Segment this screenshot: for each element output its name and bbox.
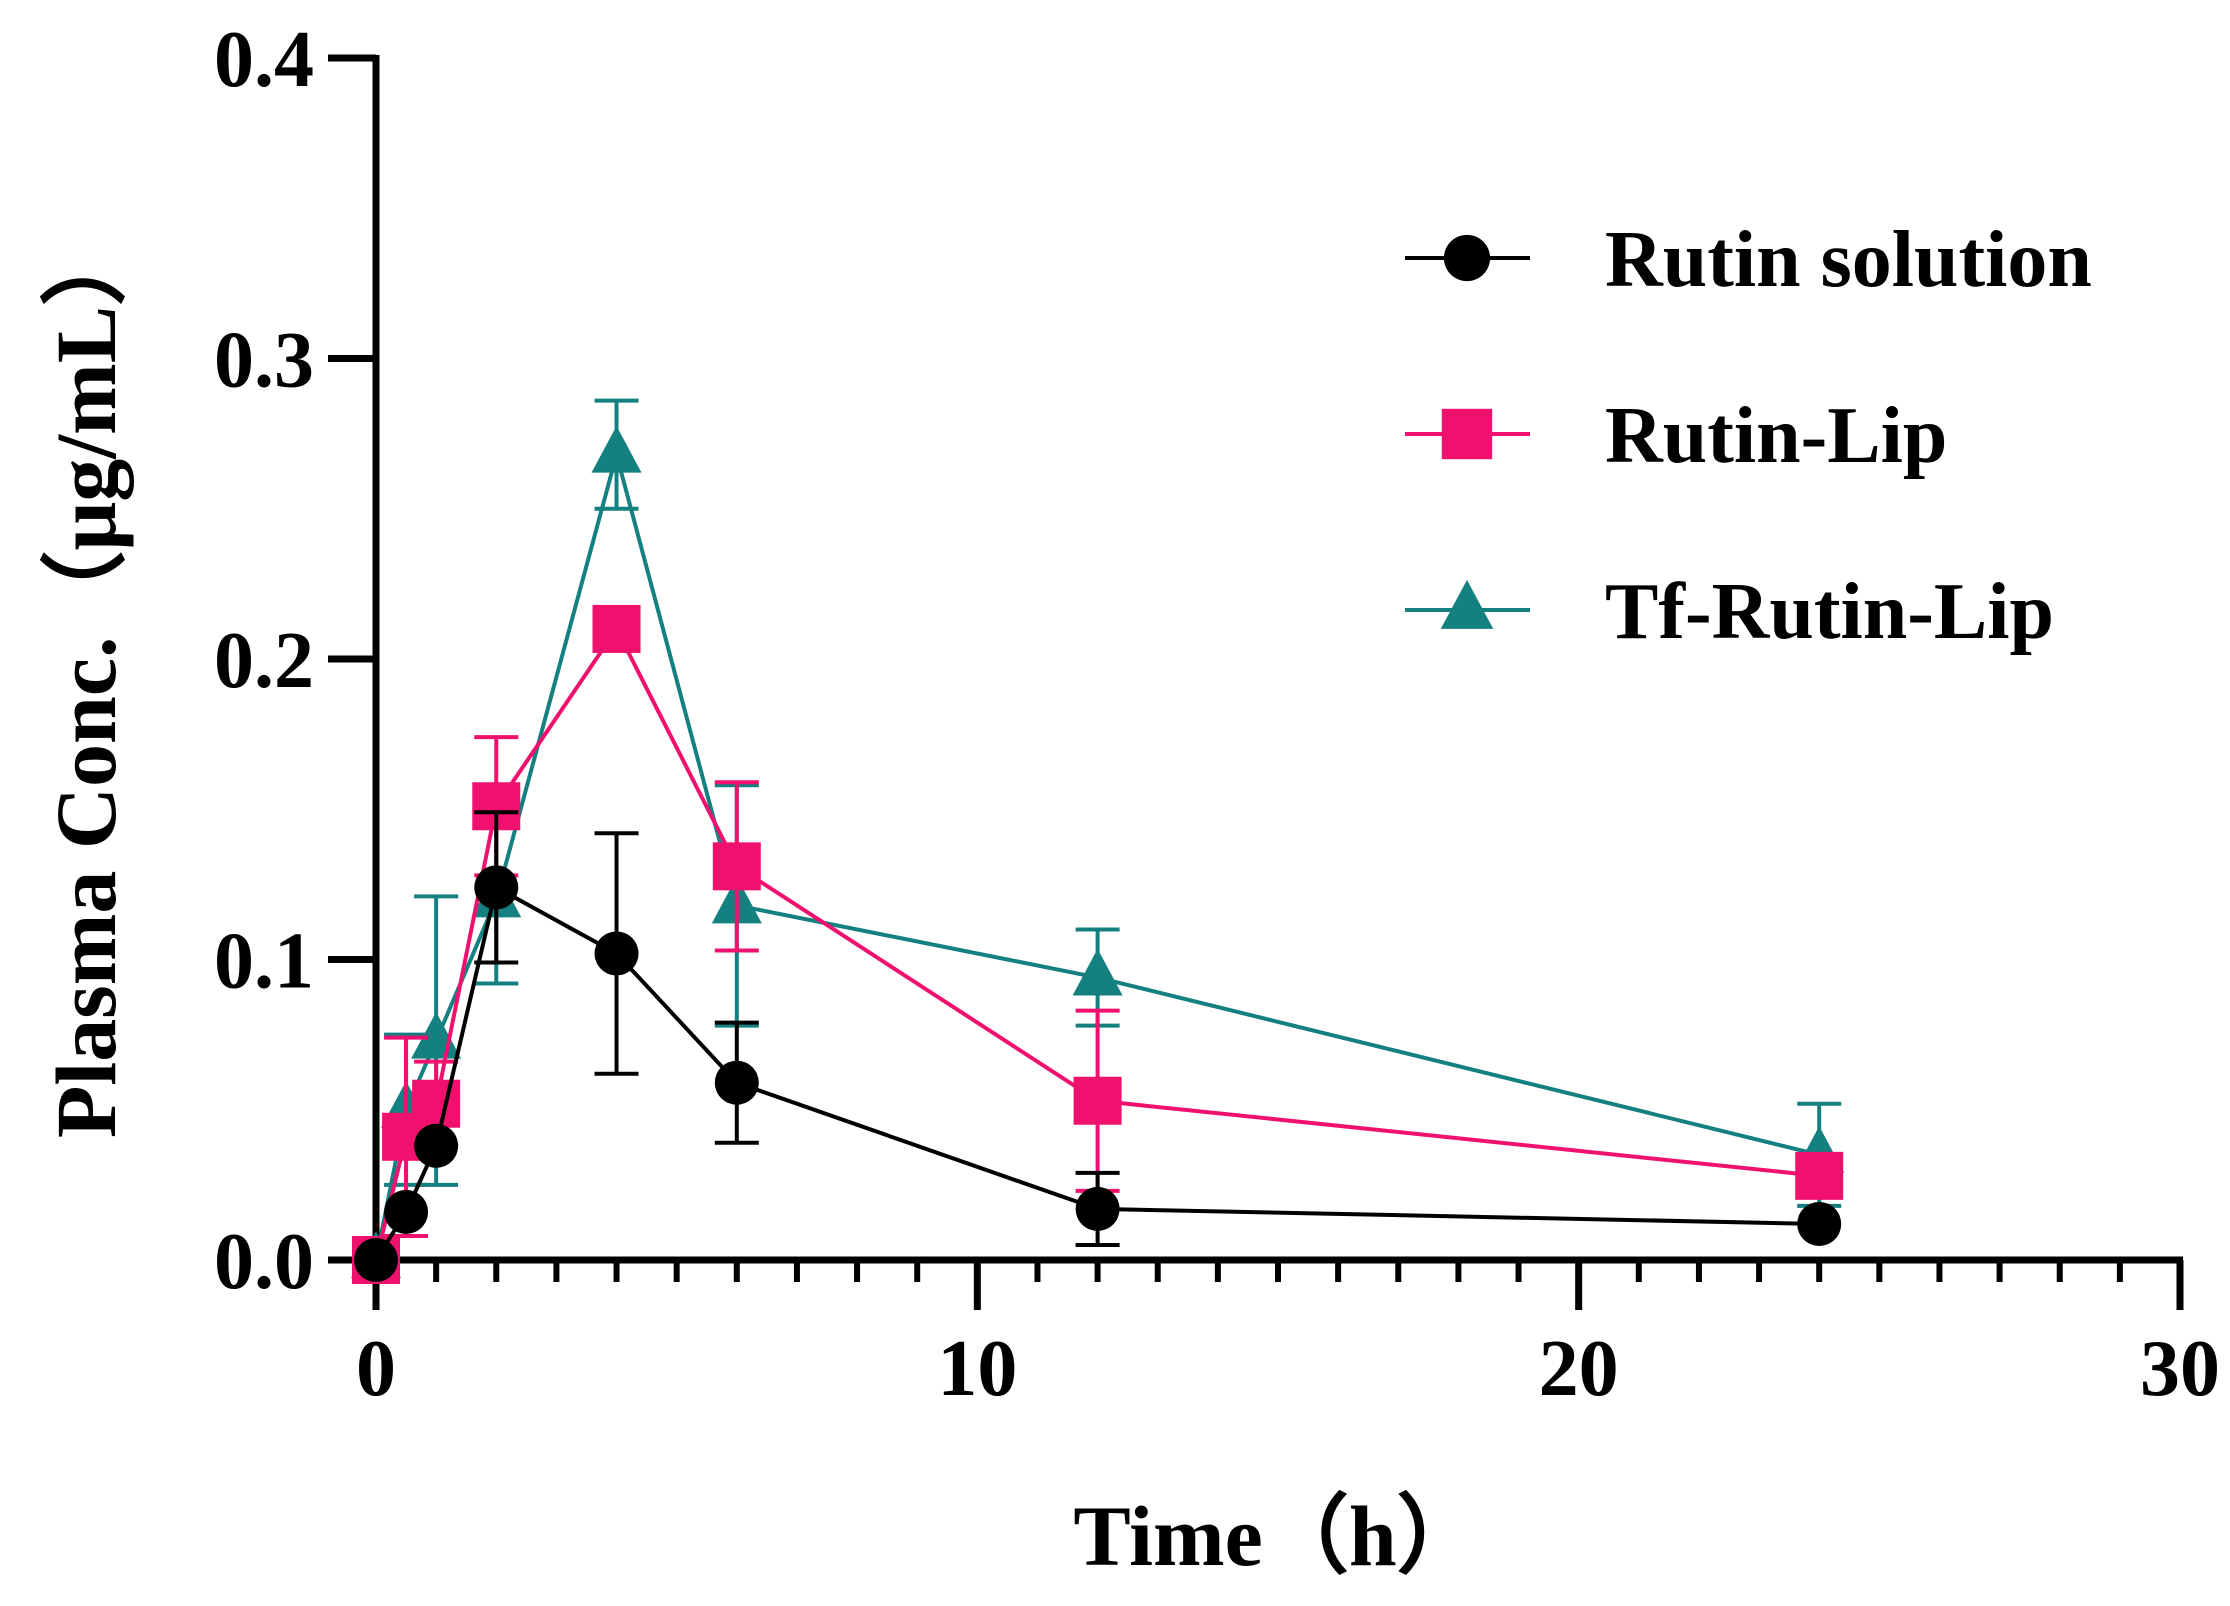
data-point-triangle: [1072, 948, 1123, 996]
data-point-square: [592, 604, 641, 653]
x-axis-title: Time（h）: [1073, 1488, 1482, 1584]
y-tick-label: 0.4: [214, 16, 314, 104]
data-point-square: [712, 842, 761, 891]
y-tick-label: 0.0: [214, 1218, 314, 1306]
legend: Rutin solution Rutin-Lip Tf-Rutin-Lip: [1405, 216, 2092, 656]
data-point-square: [412, 1079, 461, 1128]
data-point-triangle: [591, 425, 642, 473]
data-point-circle: [354, 1238, 398, 1282]
x-tick-label: 10: [937, 1325, 1017, 1413]
y-axis-title: Plasma Conc.（μg/mL）: [38, 220, 134, 1138]
data-point-triangle: [1440, 579, 1494, 629]
data-point-circle: [1797, 1201, 1842, 1246]
y-tick-label: 0.3: [214, 317, 314, 405]
legend-item-rutin-lip: Rutin-Lip: [1405, 392, 1947, 480]
legend-label: Tf-Rutin-Lip: [1605, 568, 2054, 656]
data-point-circle: [1443, 234, 1491, 282]
legend-item-tf-rutin-lip: Tf-Rutin-Lip: [1405, 568, 2054, 656]
legend-label: Rutin-Lip: [1605, 392, 1947, 480]
x-tick-label: 0: [356, 1325, 396, 1413]
legend-item-rutin-solution: Rutin solution: [1405, 216, 2092, 304]
series-layer: [351, 398, 1845, 1284]
y-tick-label: 0.2: [214, 617, 314, 705]
data-point-circle: [474, 865, 519, 910]
x-tick-label: 20: [1539, 1325, 1619, 1413]
data-point-circle: [1075, 1186, 1120, 1231]
y-tick-label: 0.1: [214, 918, 314, 1006]
series-rutin-solution: [354, 810, 1842, 1282]
data-point-circle: [384, 1189, 429, 1234]
data-point-circle: [414, 1123, 459, 1168]
data-point-square: [1795, 1151, 1844, 1200]
data-point-square: [1073, 1076, 1122, 1125]
axes: 0 10 20 30 0.0 0.1 0.2 0.3 0.4: [214, 16, 2220, 1413]
legend-label: Rutin solution: [1605, 216, 2092, 304]
data-point-circle: [714, 1060, 759, 1105]
data-point-square: [1441, 408, 1493, 460]
data-point-circle: [594, 931, 639, 976]
x-tick-label: 30: [2140, 1325, 2220, 1413]
